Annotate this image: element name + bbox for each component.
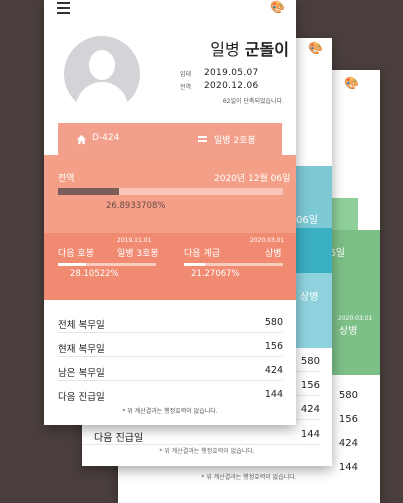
stat-row: 다음 진급일 144 <box>82 423 320 445</box>
next-rank-progress-fill <box>184 263 206 266</box>
discharge-row: 전역 2020.12.06 <box>174 81 284 93</box>
stat-row: 남은 복무일 424 <box>58 358 283 381</box>
next-step-progress-track <box>58 263 156 266</box>
enlist-row: 입대 2019.05.07 <box>174 68 284 80</box>
dday-label: D-424 <box>92 133 120 143</box>
rank-text: 상병 <box>339 326 358 337</box>
value: 424 <box>338 438 358 449</box>
dday-bar: D-424 일병 2호봉 <box>58 123 282 155</box>
stat-label: 다음 진급일 <box>94 433 144 444</box>
enlist-date: 2019.05.07 <box>204 68 259 78</box>
palette-icon[interactable]: 🎨 <box>270 0 285 14</box>
home-icon <box>76 134 87 145</box>
discharge-progress-fill <box>58 188 119 195</box>
date-text: 06일 <box>323 248 345 259</box>
discharge-full-date: 2020년 12월 06일 <box>214 174 291 184</box>
discharge-label: 전역 <box>180 84 192 91</box>
discharge-progress-track <box>58 188 283 195</box>
enlist-label: 입대 <box>180 71 192 78</box>
value: 144 <box>338 462 358 473</box>
palette-icon[interactable]: 🎨 <box>344 76 359 90</box>
stat-value: 144 <box>300 429 320 440</box>
next-step-label: 다음 호봉 <box>58 249 94 259</box>
stat-label: 남은 복무일 <box>58 368 105 379</box>
front-card: 🎨 일병 군돌이 입대 2019.05.07 전역 2020.12.06 62일… <box>44 0 296 425</box>
value: 580 <box>338 390 358 401</box>
disclaimer-note: * 위 계산결과는 행정효력이 없습니다. <box>201 474 297 481</box>
equals-icon <box>198 136 207 143</box>
next-step-progress-fill <box>58 263 86 266</box>
palette-icon[interactable]: 🎨 <box>308 41 323 55</box>
stat-value: 156 <box>264 341 283 352</box>
user-name: 군돌이 <box>244 40 289 59</box>
next-rank-label: 다음 계급 <box>184 249 220 259</box>
rank-date: 2020.03.01 <box>338 315 373 322</box>
stat-label: 전체 복무일 <box>58 320 105 331</box>
discharge-date: 2020.12.06 <box>204 81 259 91</box>
disclaimer-note: * 위 계산결과는 행정효력이 없습니다. <box>159 448 255 455</box>
stat-row: 전체 복무일 580 <box>58 310 283 333</box>
stat-row: 현재 복무일 156 <box>58 334 283 357</box>
stat-row: 다음 진급일 144 <box>58 382 283 405</box>
disclaimer-note: * 위 계산결과는 행정효력이 없습니다. <box>122 408 218 415</box>
avatar <box>64 36 140 112</box>
stat-value: 156 <box>300 380 320 391</box>
date-text: 06일 <box>296 215 318 226</box>
next-step-percent: 28.10522% <box>70 269 119 279</box>
stat-label: 현재 복무일 <box>58 344 105 355</box>
next-rank-target: 상병 <box>265 249 282 259</box>
next-rank-percent: 21.27067% <box>191 269 240 279</box>
stat-value: 580 <box>300 356 320 367</box>
next-step-target: 일병 3호봉 <box>117 249 159 259</box>
next-rank-progress-track <box>184 263 283 266</box>
stat-value: 424 <box>300 404 320 415</box>
stat-label: 다음 진급일 <box>58 392 105 403</box>
next-rank-date: 2020.03.01 <box>250 237 285 244</box>
value: 156 <box>338 414 358 425</box>
discharge-percent: 26.8933708% <box>106 201 166 211</box>
rank-text: 상병 <box>300 292 319 303</box>
menu-icon[interactable] <box>57 2 70 14</box>
stat-value: 424 <box>264 365 283 376</box>
current-rank: 일병 2호봉 <box>214 136 256 146</box>
page-title: 일병 군돌이 <box>164 36 289 60</box>
stat-value: 144 <box>264 389 283 400</box>
shortened-text: 62일이 단축되었습니다. <box>222 98 284 105</box>
stat-value: 580 <box>264 317 283 328</box>
discharge-label: 전역 <box>58 174 75 184</box>
rank-label: 일병 <box>210 40 240 59</box>
next-step-date: 2019.11.01 <box>117 237 152 244</box>
